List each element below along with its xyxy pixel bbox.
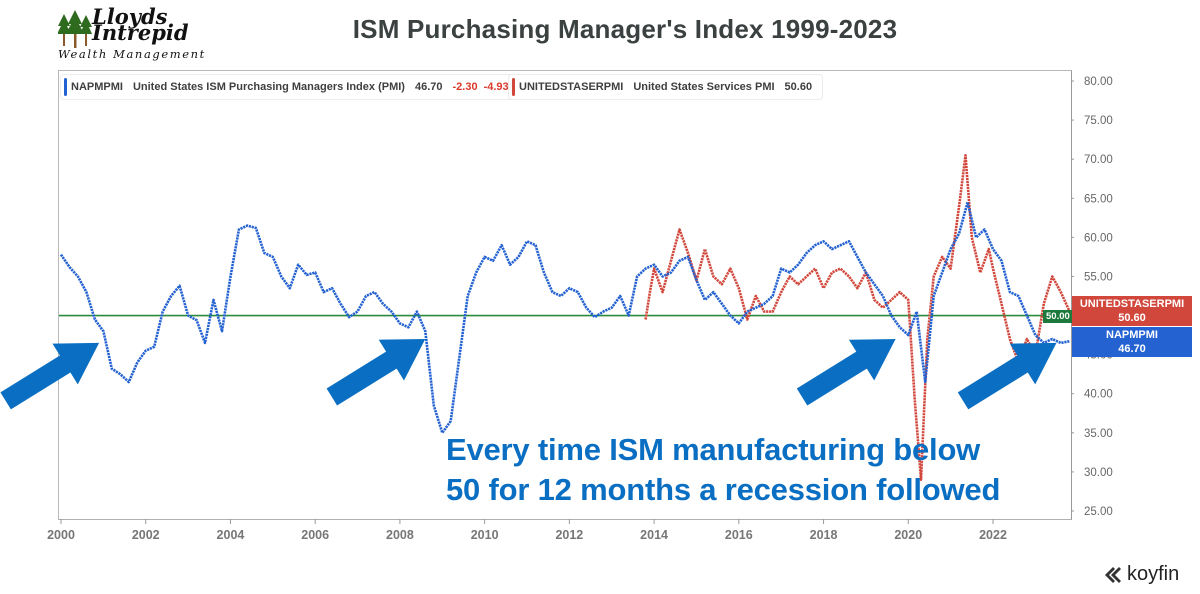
x-tick-label: 2004 [217, 528, 245, 542]
x-tick-label: 2006 [301, 528, 329, 542]
x-tick-label: 2008 [386, 528, 414, 542]
koyfin-logo-icon [1105, 566, 1121, 583]
arrow-icon [796, 339, 896, 406]
y-tick-label: 70.00 [1084, 154, 1113, 166]
legend-color-bar [64, 78, 67, 96]
x-tick-label: 2000 [47, 528, 75, 542]
y-tick-label: 55.00 [1084, 271, 1113, 283]
legend-ticker: NAPMPMI [71, 81, 123, 93]
x-tick-label: 2016 [725, 528, 753, 542]
legend-change: -2.30 [452, 81, 478, 93]
koyfin-text: koyfin [1127, 563, 1180, 585]
legend-item-unitedstaserpmi[interactable]: UNITEDSTASERPMI United States Services P… [508, 74, 824, 100]
x-tick-label: 2018 [810, 528, 838, 542]
manufacturing-tag-value: 46.70 [1118, 343, 1146, 355]
legend-item-napmpmi[interactable]: NAPMPMI United States ISM Purchasing Man… [60, 74, 524, 100]
legend-color-bar [512, 78, 515, 96]
x-axis: 2000 2002 2004 2006 2008 2010 2012 2014 2016 2018… [47, 519, 1007, 542]
services-tag-label: UNITEDSTASERPMI [1079, 298, 1185, 310]
legend-value: 46.70 [414, 81, 443, 93]
x-tick-label: 2022 [979, 528, 1007, 542]
y-tick-label: 60.00 [1084, 232, 1113, 244]
manufacturing-price-tag: NAPMPMI 46.70 [1072, 327, 1192, 357]
annotation-line-2: 50 for 12 months a recession followed [446, 472, 1001, 507]
services-tag-value: 50.60 [1118, 312, 1146, 324]
services-price-tag: UNITEDSTASERPMI 50.60 [1072, 296, 1192, 326]
y-tick-label: 35.00 [1084, 428, 1113, 440]
series-line-unitedstaserpmi [644, 154, 1071, 481]
legend-ticker: UNITEDSTASERPMI [519, 81, 624, 93]
page-title: ISM Purchasing Manager's Index 1999-2023 [352, 14, 898, 44]
y-tick-label: 30.00 [1084, 467, 1113, 479]
logo-line-1: Lloyds [92, 4, 168, 29]
logo-subtitle: Wealth Management [58, 47, 206, 61]
x-tick-label: 2002 [132, 528, 160, 542]
y-tick-label: 65.00 [1084, 193, 1113, 205]
recession-annotation: Every time ISM manufacturing below 50 fo… [446, 430, 1000, 510]
arrow-icon [0, 342, 100, 410]
x-tick-label: 2014 [640, 528, 668, 542]
legend-name: United States Services PMI [633, 81, 775, 93]
legend-name: United States ISM Purchasing Managers In… [132, 81, 405, 93]
arrow-icon [326, 339, 426, 406]
y-tick-label: 25.00 [1084, 506, 1113, 518]
trees-icon [58, 10, 92, 48]
manufacturing-tag-label: NAPMPMI [1106, 329, 1158, 341]
logo-line-2: Intrepid [92, 20, 189, 45]
x-tick-label: 2020 [894, 528, 922, 542]
koyfin-branding: koyfin [1104, 563, 1179, 586]
series-line-napmpmi [59, 200, 1070, 435]
arrows-group [0, 339, 1057, 410]
series-group [59, 154, 1071, 481]
x-tick-label: 2012 [555, 528, 583, 542]
arrow-icon [957, 342, 1057, 410]
y-tick-label: 75.00 [1084, 115, 1113, 127]
y-tick-label: 80.00 [1084, 76, 1113, 88]
legend-value: 50.60 [784, 81, 813, 93]
x-tick-label: 2010 [471, 528, 499, 542]
y-tick-label: 40.00 [1084, 389, 1113, 401]
annotation-line-1: Every time ISM manufacturing below [446, 432, 981, 467]
company-logo: Lloyds Intrepid Wealth Management [58, 6, 208, 62]
chart-frame [58, 70, 1072, 520]
reference-line-tag: 50.00 [1043, 310, 1073, 323]
